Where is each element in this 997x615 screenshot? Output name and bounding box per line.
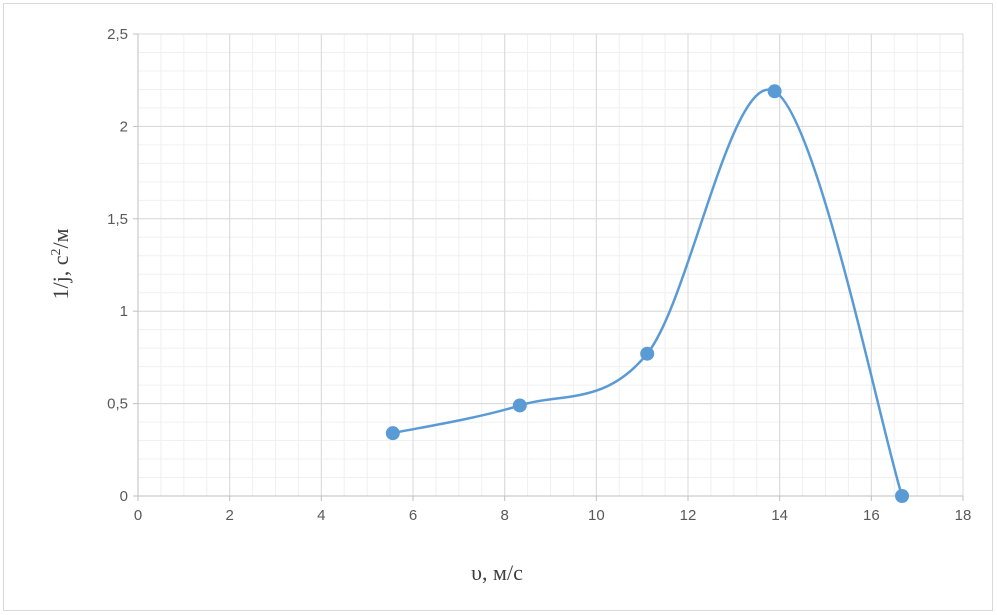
x-tick-label: 14: [771, 507, 788, 524]
y-axis-title-main: 1/j, с: [48, 255, 73, 299]
y-axis-title: 1/j, с2/м: [48, 228, 73, 299]
x-tick-label: 18: [955, 507, 972, 524]
y-tick-labels: 0 0,5 1 1,5 2 2,5: [107, 26, 128, 505]
y-tick-label: 0: [120, 488, 128, 505]
x-tick-label: 12: [680, 507, 697, 524]
x-tick-label: 10: [588, 507, 605, 524]
x-tick-label: 4: [317, 507, 325, 524]
data-point: [385, 426, 400, 441]
y-tick-label: 1: [120, 303, 128, 320]
y-tick-label: 2,5: [107, 26, 128, 43]
minor-grid: [137, 33, 964, 497]
data-point: [895, 489, 910, 503]
series-line: [392, 88, 904, 497]
x-tick-label: 2: [225, 507, 233, 524]
axis-lines: [133, 33, 964, 501]
x-axis-title: υ, м/с: [471, 560, 523, 585]
y-axis-title-tail: /м: [48, 228, 73, 248]
x-tick-label: 16: [863, 507, 880, 524]
x-tick-labels: 0 2 4 6 8 10 12 14 16 18: [134, 507, 972, 524]
x-tick-label: 8: [500, 507, 508, 524]
data-point: [640, 346, 655, 361]
x-tick-label: 0: [134, 507, 142, 524]
chart-area: [3, 3, 993, 611]
data-point: [767, 84, 782, 99]
series-group: [385, 84, 910, 503]
y-tick-label: 1,5: [107, 211, 128, 228]
y-tick-label: 2: [120, 118, 128, 135]
y-tick-label: 0,5: [107, 396, 128, 413]
x-tick-label: 6: [409, 507, 417, 524]
data-point: [512, 398, 527, 413]
y-axis-title-sup: 2: [49, 249, 64, 256]
